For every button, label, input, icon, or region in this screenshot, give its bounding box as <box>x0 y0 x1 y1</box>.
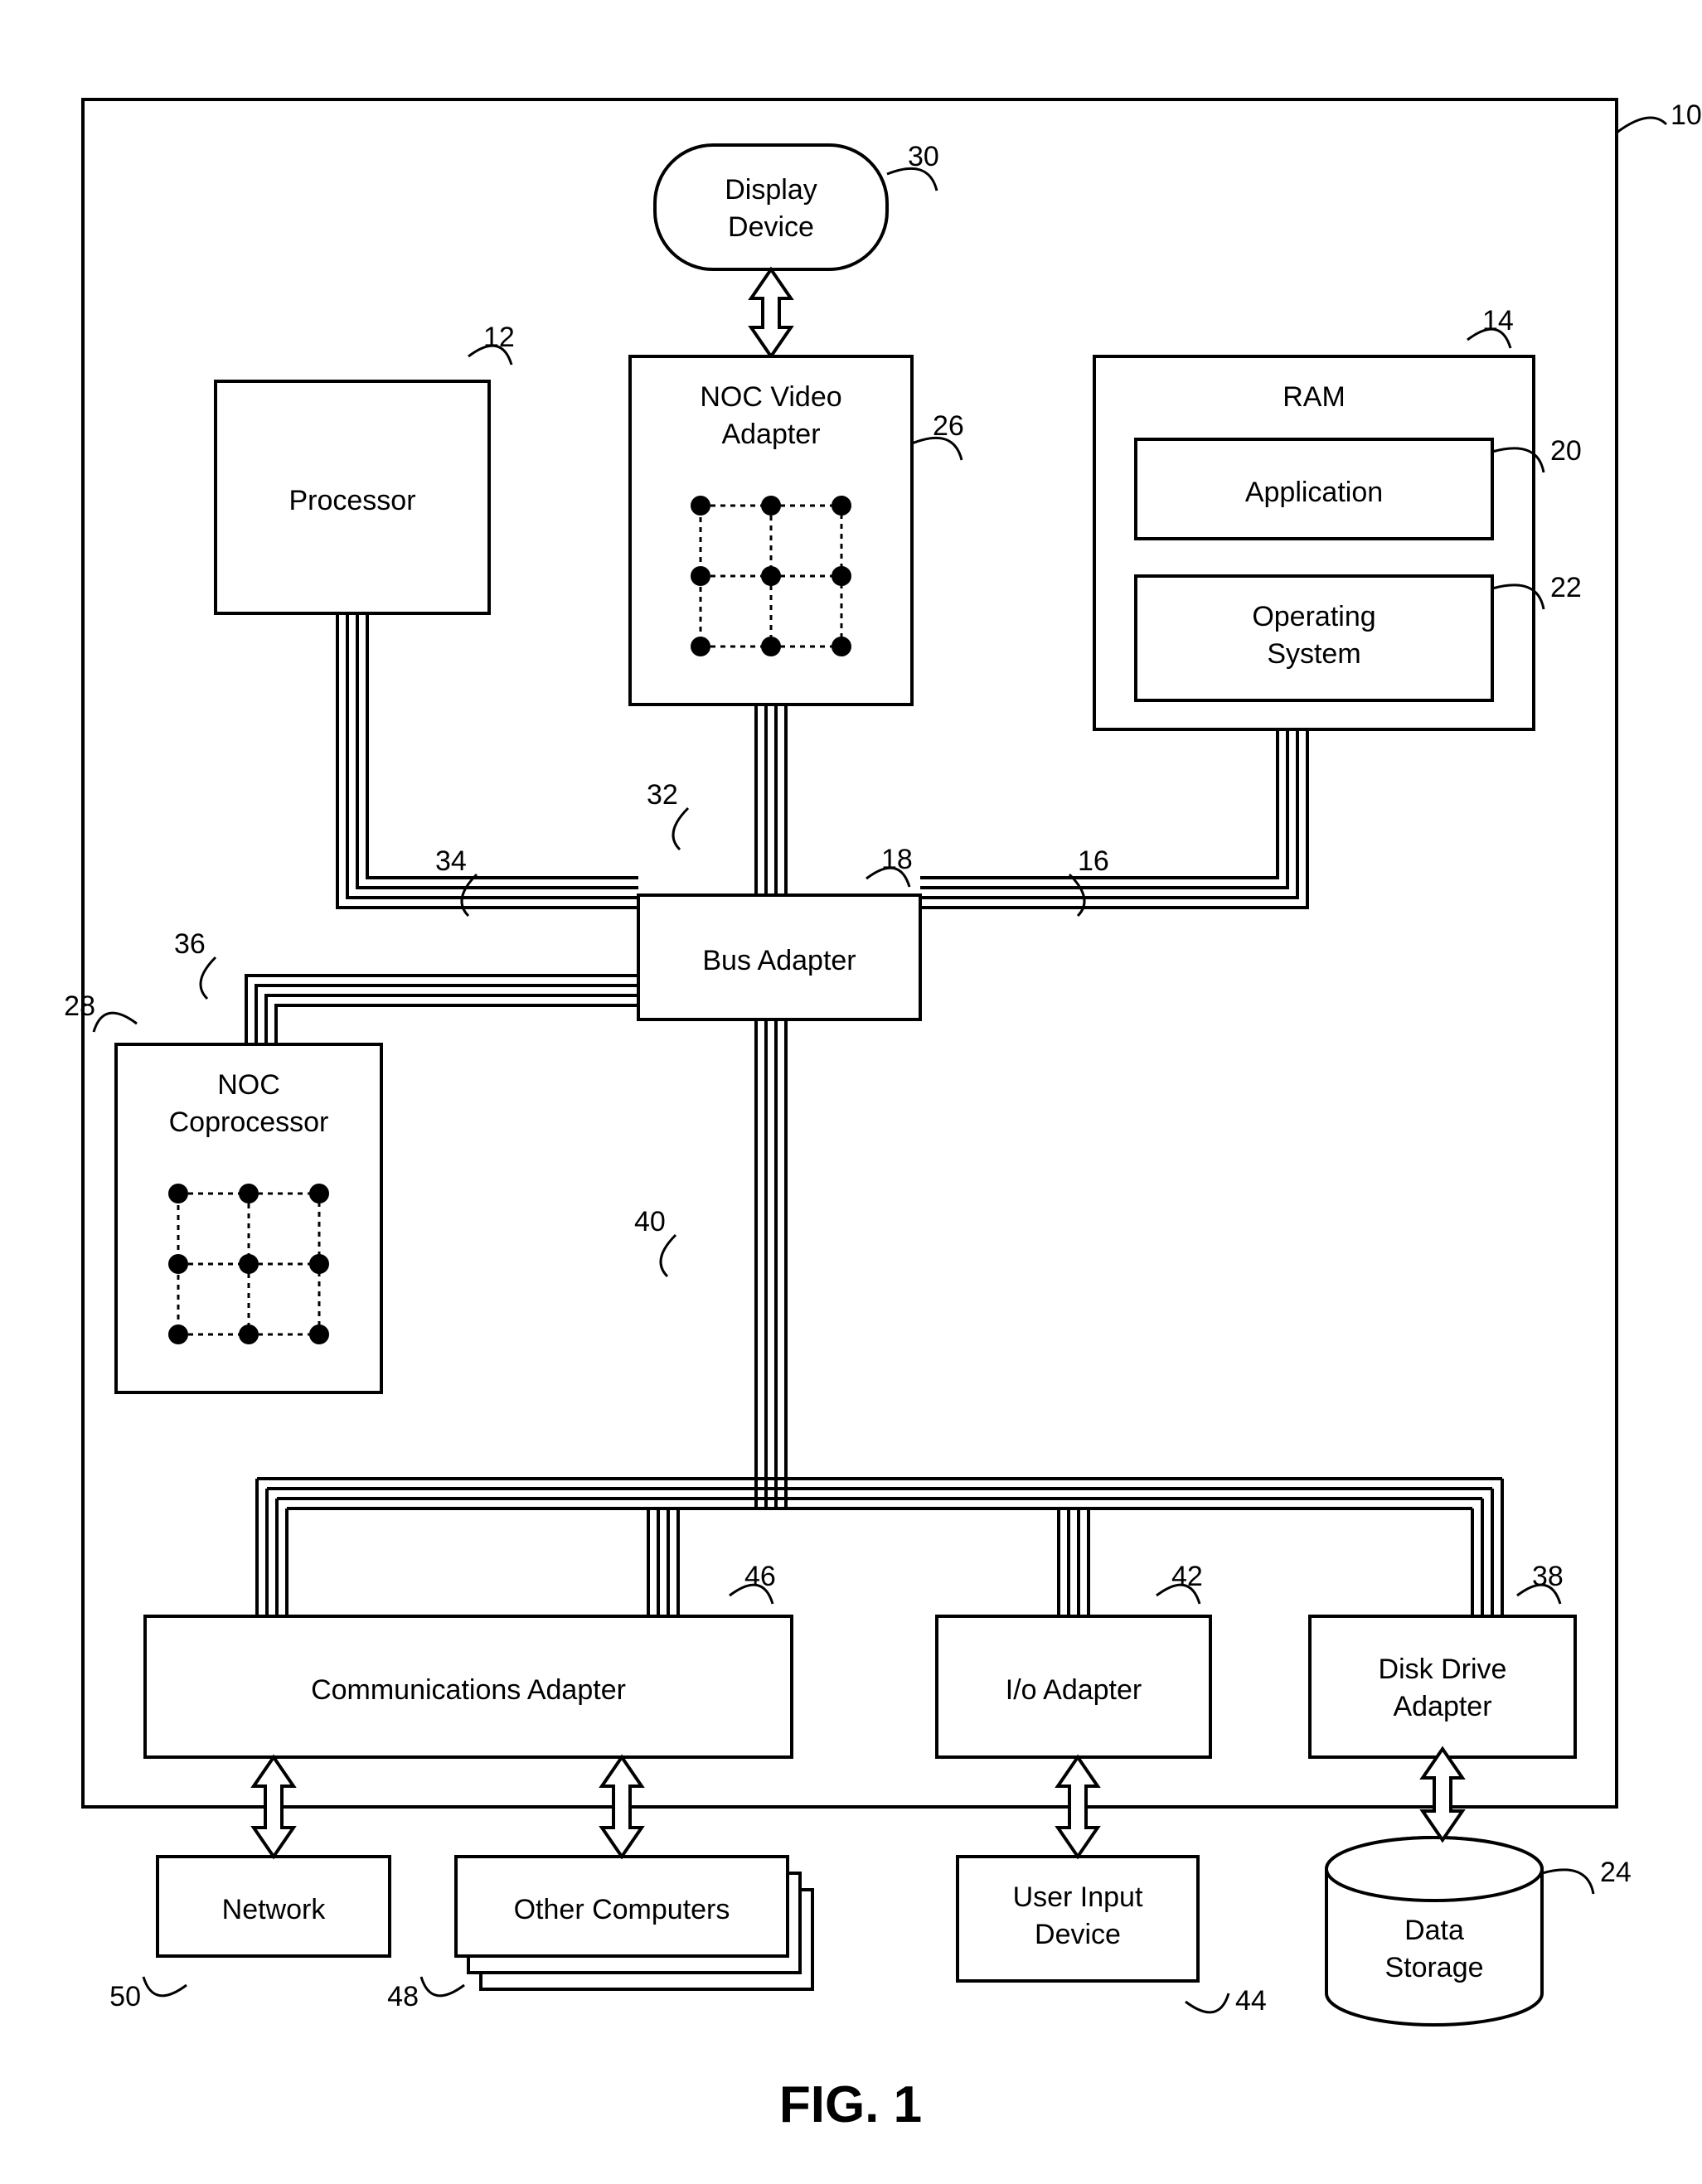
ref-24: 24 <box>1600 1857 1632 1888</box>
ref-14: 14 <box>1482 305 1514 337</box>
label-os-1: Operating <box>1252 601 1375 632</box>
label-comms: Communications Adapter <box>311 1674 626 1706</box>
ref-46: 46 <box>744 1561 776 1592</box>
label-os-2: System <box>1267 638 1360 670</box>
label-processor: Processor <box>289 485 415 516</box>
ref-42: 42 <box>1171 1561 1203 1592</box>
label-network: Network <box>222 1894 327 1925</box>
ref-30: 30 <box>908 141 939 172</box>
ref-28: 28 <box>64 990 95 1022</box>
architecture-diagram: 10 Display Device 30 Processor 12 NOC Vi… <box>0 0 1702 2184</box>
ref-32: 32 <box>647 779 678 811</box>
label-app: Application <box>1245 477 1383 508</box>
ref-50: 50 <box>109 1981 141 2012</box>
label-disk-2: Adapter <box>1393 1691 1491 1722</box>
label-ram: RAM <box>1283 381 1346 413</box>
label-io: I/o Adapter <box>1006 1674 1142 1706</box>
ref-16: 16 <box>1078 845 1109 877</box>
label-bus: Bus Adapter <box>702 945 856 976</box>
ref-22: 22 <box>1550 572 1582 603</box>
ref-10: 10 <box>1670 99 1702 131</box>
label-display-1: Display <box>725 174 817 206</box>
label-disk-1: Disk Drive <box>1379 1654 1507 1685</box>
label-ui-1: User Input <box>1013 1881 1143 1913</box>
node-display <box>655 145 887 269</box>
node-disk <box>1310 1616 1575 1757</box>
ref-12: 12 <box>483 322 515 353</box>
ref-44: 44 <box>1235 1985 1267 2017</box>
label-nocv-2: Adapter <box>721 419 820 450</box>
label-nocv-1: NOC Video <box>700 381 841 413</box>
label-cop-2: Coprocessor <box>169 1107 329 1138</box>
label-ui-2: Device <box>1035 1919 1121 1950</box>
label-cop-1: NOC <box>217 1069 280 1101</box>
ref-38: 38 <box>1532 1561 1564 1592</box>
label-display-2: Device <box>728 211 814 243</box>
ref-18: 18 <box>881 844 913 875</box>
ref-34: 34 <box>435 845 467 877</box>
ref-48: 48 <box>387 1981 419 2012</box>
label-stg-1: Data <box>1404 1915 1464 1946</box>
label-other: Other Computers <box>514 1894 730 1925</box>
ref-40: 40 <box>634 1206 666 1237</box>
label-stg-2: Storage <box>1384 1952 1483 1983</box>
ref-36: 36 <box>174 928 206 960</box>
figure-caption: FIG. 1 <box>779 2076 922 2133</box>
ref-20: 20 <box>1550 435 1582 467</box>
ref-26: 26 <box>933 410 964 442</box>
